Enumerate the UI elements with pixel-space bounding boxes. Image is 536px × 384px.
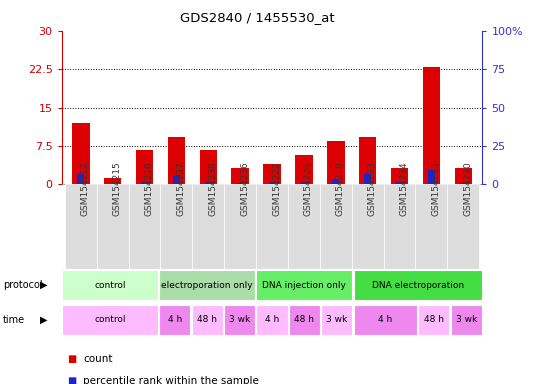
Text: control: control bbox=[94, 315, 126, 324]
Bar bbox=[396, 182, 403, 184]
Bar bbox=[289, 305, 320, 335]
Bar bbox=[173, 175, 180, 184]
Bar bbox=[455, 168, 472, 184]
Text: 3 wk: 3 wk bbox=[229, 315, 250, 324]
Bar bbox=[364, 174, 371, 184]
Bar bbox=[72, 123, 90, 184]
Bar bbox=[159, 305, 190, 335]
Text: DNA electroporation: DNA electroporation bbox=[371, 281, 464, 290]
Text: GSM154234: GSM154234 bbox=[399, 161, 408, 216]
Bar bbox=[192, 184, 224, 269]
Bar bbox=[448, 184, 479, 269]
Text: ■: ■ bbox=[67, 376, 76, 384]
Bar bbox=[320, 184, 352, 269]
Bar bbox=[199, 149, 217, 184]
Text: 4 h: 4 h bbox=[265, 315, 279, 324]
Bar bbox=[352, 184, 384, 269]
Bar bbox=[418, 305, 449, 335]
Bar bbox=[301, 182, 307, 184]
Bar bbox=[62, 305, 158, 335]
Bar bbox=[354, 305, 417, 335]
Bar bbox=[257, 305, 287, 335]
Bar bbox=[359, 137, 376, 184]
Bar bbox=[391, 168, 408, 184]
Bar bbox=[257, 270, 352, 300]
Bar bbox=[141, 182, 148, 184]
Bar bbox=[224, 184, 256, 269]
Text: GSM154215: GSM154215 bbox=[113, 161, 122, 216]
Text: count: count bbox=[83, 354, 113, 364]
Text: control: control bbox=[94, 281, 126, 290]
Text: GSM154218: GSM154218 bbox=[336, 161, 345, 216]
Bar bbox=[159, 270, 255, 300]
Text: GSM154236: GSM154236 bbox=[240, 161, 249, 216]
Bar bbox=[168, 137, 185, 184]
Bar bbox=[192, 305, 223, 335]
Text: percentile rank within the sample: percentile rank within the sample bbox=[83, 376, 259, 384]
Bar bbox=[460, 183, 467, 184]
Bar bbox=[451, 305, 482, 335]
Bar bbox=[77, 174, 84, 184]
Text: 3 wk: 3 wk bbox=[326, 315, 347, 324]
Text: GSM154238: GSM154238 bbox=[209, 161, 217, 216]
Bar bbox=[332, 179, 339, 184]
Text: ▶: ▶ bbox=[40, 314, 48, 325]
Bar bbox=[288, 184, 320, 269]
Bar bbox=[295, 155, 312, 184]
Bar bbox=[354, 270, 482, 300]
Bar bbox=[415, 184, 448, 269]
Text: 4 h: 4 h bbox=[168, 315, 182, 324]
Text: time: time bbox=[3, 314, 25, 325]
Text: GDS2840 / 1455530_at: GDS2840 / 1455530_at bbox=[180, 11, 334, 24]
Bar bbox=[129, 184, 160, 269]
Text: DNA injection only: DNA injection only bbox=[263, 281, 346, 290]
Text: GSM154222: GSM154222 bbox=[272, 161, 281, 216]
Bar bbox=[269, 182, 276, 184]
Bar bbox=[65, 184, 96, 269]
Bar bbox=[321, 305, 352, 335]
Text: 4 h: 4 h bbox=[378, 315, 392, 324]
Text: 48 h: 48 h bbox=[197, 315, 217, 324]
Bar bbox=[256, 184, 288, 269]
Text: 3 wk: 3 wk bbox=[456, 315, 477, 324]
Text: GSM154235: GSM154235 bbox=[431, 161, 441, 216]
Bar bbox=[96, 184, 129, 269]
Bar bbox=[232, 168, 249, 184]
Text: protocol: protocol bbox=[3, 280, 42, 290]
Text: GSM154233: GSM154233 bbox=[368, 161, 377, 216]
Text: 48 h: 48 h bbox=[424, 315, 444, 324]
Bar bbox=[428, 170, 435, 184]
Text: GSM154216: GSM154216 bbox=[145, 161, 153, 216]
Text: 48 h: 48 h bbox=[294, 315, 315, 324]
Text: GSM154212: GSM154212 bbox=[81, 161, 90, 216]
Bar bbox=[327, 141, 345, 184]
Text: ■: ■ bbox=[67, 354, 76, 364]
Bar bbox=[136, 149, 153, 184]
Bar bbox=[205, 182, 212, 184]
Text: electroporation only: electroporation only bbox=[161, 281, 253, 290]
Bar bbox=[384, 184, 415, 269]
Text: ▶: ▶ bbox=[40, 280, 48, 290]
Bar bbox=[224, 305, 255, 335]
Bar bbox=[237, 183, 243, 184]
Bar bbox=[422, 66, 440, 184]
Text: GSM154226: GSM154226 bbox=[304, 161, 313, 216]
Text: GSM154230: GSM154230 bbox=[463, 161, 472, 216]
Bar bbox=[62, 270, 158, 300]
Bar bbox=[263, 164, 281, 184]
Text: GSM154237: GSM154237 bbox=[176, 161, 185, 216]
Bar bbox=[160, 184, 192, 269]
Bar bbox=[104, 178, 122, 184]
